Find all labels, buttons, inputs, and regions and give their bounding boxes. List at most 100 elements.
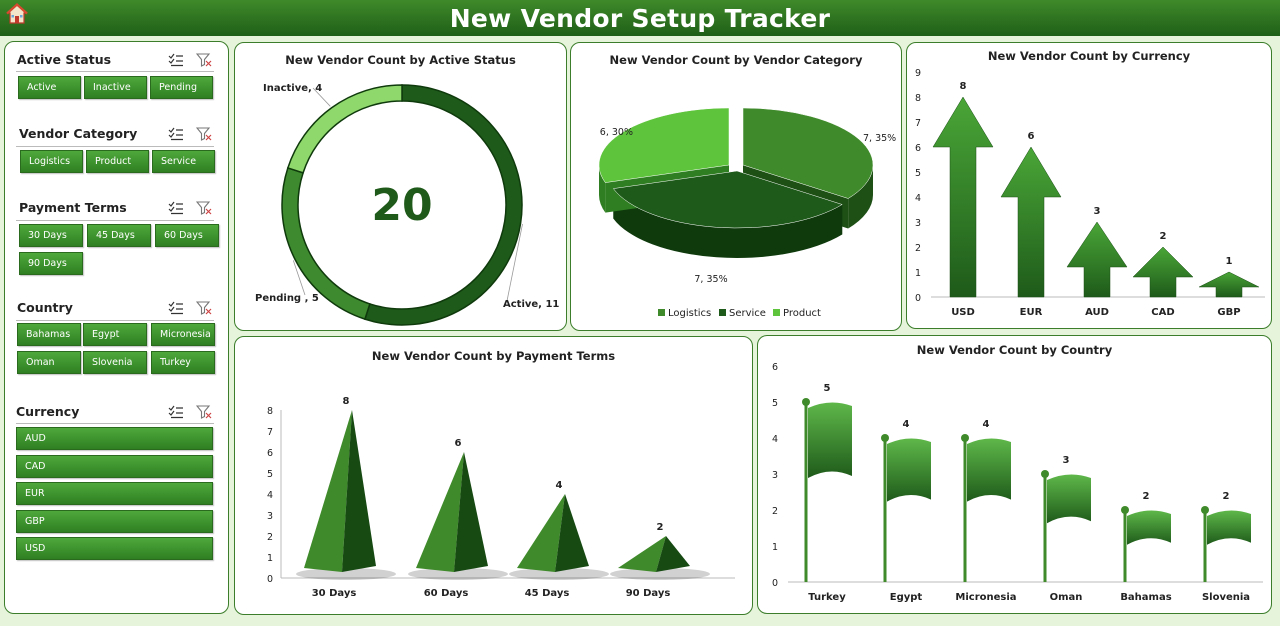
multi-select-icon[interactable]	[168, 201, 184, 215]
x-tick-label: Egypt	[890, 592, 923, 603]
pyramid-side-60-days	[454, 452, 488, 572]
slicer-button-logistics[interactable]: Logistics	[20, 150, 83, 173]
chart-title: New Vendor Count by Active Status	[285, 53, 516, 67]
x-tick-label: 90 Days	[626, 588, 671, 599]
pie-data-label: 7, 35%	[694, 274, 727, 285]
y-tick-label: 0	[915, 293, 921, 304]
x-tick-label: Micronesia	[955, 592, 1016, 603]
donut-total-label: 20	[371, 180, 432, 231]
slicer-button-egypt[interactable]: Egypt	[83, 323, 147, 346]
slicer-button-usd[interactable]: USD	[16, 537, 213, 560]
clear-filter-icon[interactable]	[196, 127, 212, 141]
y-tick-label: 8	[267, 406, 273, 417]
slicer-button-micronesia[interactable]: Micronesia	[151, 323, 215, 346]
data-label: 8	[343, 396, 350, 407]
slicer-button-90-days[interactable]: 90 Days	[19, 252, 83, 275]
slicer-button-gbp[interactable]: GBP	[16, 509, 213, 533]
data-label: 3	[1063, 455, 1070, 466]
flag-pole-cap	[1041, 470, 1049, 478]
slicer-title: Country	[17, 300, 73, 315]
multi-select-icon[interactable]	[168, 405, 184, 419]
donut-data-label: Active, 11	[503, 299, 559, 310]
y-tick-label: 5	[267, 469, 273, 480]
flag-pole-cap	[1121, 506, 1129, 514]
y-tick-label: 7	[915, 118, 921, 129]
home-icon[interactable]	[6, 3, 28, 25]
shadow	[610, 568, 710, 580]
legend-swatch	[658, 309, 665, 316]
clear-filter-icon[interactable]	[196, 201, 212, 215]
slicer-button-60-days[interactable]: 60 Days	[155, 224, 219, 247]
clear-filter-icon[interactable]	[196, 53, 212, 67]
y-tick-label: 3	[915, 218, 921, 229]
slicer-button-45-days[interactable]: 45 Days	[87, 224, 151, 247]
y-tick-label: 5	[772, 398, 778, 409]
header-bar: New Vendor Setup Tracker	[0, 0, 1280, 36]
slicer-button-service[interactable]: Service	[152, 150, 215, 173]
slicer-button-inactive[interactable]: Inactive	[84, 76, 147, 99]
x-tick-label: Oman	[1050, 592, 1083, 603]
multi-select-icon[interactable]	[168, 53, 184, 67]
slicer-button-30-days[interactable]: 30 Days	[19, 224, 83, 247]
x-tick-label: GBP	[1217, 307, 1240, 318]
pie-side-logistics	[848, 165, 873, 229]
shadow	[509, 568, 609, 580]
y-tick-label: 0	[267, 574, 273, 585]
chart-title: New Vendor Count by Payment Terms	[371, 349, 616, 363]
data-label: 5	[824, 383, 831, 394]
slicer-divider	[16, 146, 214, 147]
pie-slice-product	[598, 107, 730, 183]
y-tick-label: 4	[267, 490, 273, 501]
pie-slice-service	[612, 170, 843, 229]
legend-entry-product: Product	[783, 308, 821, 319]
arrow-bar-usd	[932, 96, 994, 298]
flag-pole-cap	[1201, 506, 1209, 514]
y-tick-label: 2	[267, 532, 273, 543]
arrow-bar-gbp	[1198, 271, 1260, 298]
multi-select-icon[interactable]	[168, 127, 184, 141]
vendor-category-chart-panel: New Vendor Count by Vendor Category 7, 3…	[570, 42, 902, 331]
pyramid-side-45-days	[555, 494, 589, 572]
slicer-button-eur[interactable]: EUR	[16, 482, 213, 505]
slicer-button-oman[interactable]: Oman	[17, 351, 81, 374]
pie-side-service	[613, 188, 843, 258]
chart-title: New Vendor Count by Country	[916, 343, 1113, 357]
x-tick-label: AUD	[1085, 307, 1109, 318]
x-tick-label: CAD	[1151, 307, 1174, 318]
active-status-chart-panel: New Vendor Count by Active Status 20 Acti…	[234, 42, 567, 331]
active-status-donut-chart: 20 Active, 11 Pending , 5 Inactive, 4	[255, 83, 559, 326]
data-label: 2	[657, 522, 664, 533]
slicer-divider	[16, 423, 214, 424]
slicer-divider	[16, 71, 214, 72]
multi-select-icon[interactable]	[168, 301, 184, 315]
data-label: 8	[960, 81, 967, 92]
x-tick-label: Turkey	[808, 592, 846, 603]
slicer-button-product[interactable]: Product	[86, 150, 149, 173]
arrow-bar-cad	[1132, 246, 1194, 298]
country-chart-panel: New Vendor Count by Country 0 1 2 3 4 5 6 5 Turk…	[757, 335, 1272, 614]
arrow-bar-aud	[1066, 221, 1128, 298]
flag-bar-turkey	[808, 402, 852, 478]
slicer-divider	[16, 220, 214, 221]
clear-filter-icon[interactable]	[196, 405, 212, 419]
y-tick-label: 5	[915, 168, 921, 179]
payment-terms-pyramid-chart: 0 1 2 3 4 5 6 7 8 8 30 Days 6 60 Days 4 45 Days 2 90 Day…	[267, 396, 735, 599]
slicer-button-aud[interactable]: AUD	[16, 427, 213, 450]
y-tick-label: 2	[772, 506, 778, 517]
slicer-button-slovenia[interactable]: Slovenia	[83, 351, 147, 374]
vendor-category-pie-chart: 7, 35% 7, 35% 6, 30% Logistics Service Produc…	[598, 107, 896, 319]
pie-data-label: 6, 30%	[600, 127, 633, 138]
slicer-button-turkey[interactable]: Turkey	[151, 351, 215, 374]
slicer-button-pending[interactable]: Pending	[150, 76, 213, 99]
y-tick-label: 7	[267, 427, 273, 438]
clear-filter-icon[interactable]	[196, 301, 212, 315]
pie-slice-logistics	[742, 107, 874, 199]
data-label: 2	[1160, 231, 1167, 242]
slicer-button-cad[interactable]: CAD	[16, 454, 213, 478]
data-label: 4	[556, 480, 563, 491]
slicer-button-bahamas[interactable]: Bahamas	[17, 323, 81, 346]
slicer-button-active[interactable]: Active	[18, 76, 81, 99]
y-tick-label: 1	[772, 542, 778, 553]
slicer-title: Payment Terms	[19, 200, 127, 215]
flag-pole-cap	[881, 434, 889, 442]
